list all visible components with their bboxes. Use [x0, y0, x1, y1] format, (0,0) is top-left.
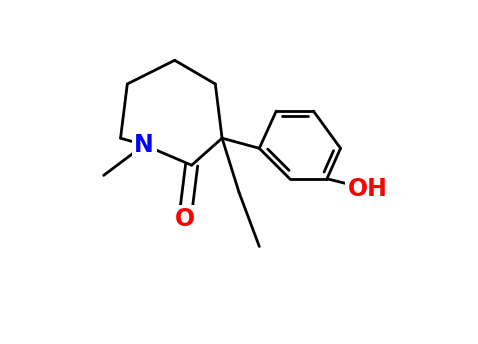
- Text: O: O: [175, 207, 195, 232]
- Text: N: N: [134, 133, 154, 157]
- Text: OH: OH: [348, 177, 388, 201]
